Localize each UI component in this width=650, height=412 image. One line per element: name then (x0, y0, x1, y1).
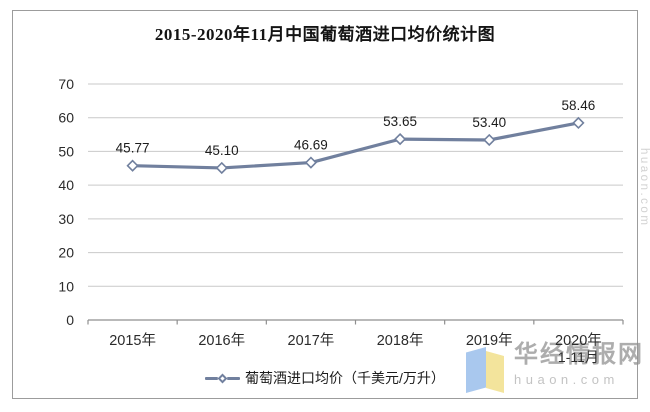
data-point-marker (304, 156, 318, 169)
watermark-logo-icon (462, 341, 510, 397)
data-point-label: 45.77 (116, 141, 150, 156)
data-point-marker (126, 159, 139, 172)
data-point-label: 45.10 (205, 143, 239, 158)
watermark-side-url: huaon.com (638, 148, 650, 228)
x-tick-label: 2015年 (109, 332, 156, 349)
y-tick-label: 10 (58, 278, 74, 294)
data-point-label: 53.40 (472, 115, 506, 130)
watermark-site-url: huaon.com (514, 372, 619, 387)
chart-frame (12, 10, 638, 399)
legend-marker-diamond-icon (217, 373, 228, 383)
y-tick-label: 60 (58, 110, 74, 126)
x-tick-label: 2018年 (377, 332, 424, 349)
x-tick-label: 2016年 (198, 332, 245, 349)
data-point-marker (215, 161, 228, 175)
watermark-brand: 华经情报网 (514, 341, 644, 368)
y-tick-label: 40 (58, 177, 74, 193)
x-tick-label: 2017年 (288, 332, 335, 349)
watermark-logo-blue-ribbon-icon (466, 347, 486, 393)
chart-title: 2015-2020年11月中国葡萄酒进口均价统计图 (154, 25, 496, 44)
y-tick-label: 70 (58, 76, 74, 92)
legend-marker-line-left-icon (205, 376, 219, 380)
legend: 葡萄酒进口均价（千美元/万升） (0, 369, 650, 387)
watermark: 华经情报网 huaon.com (462, 341, 644, 397)
legend-label: 葡萄酒进口均价（千美元/万升） (245, 370, 445, 386)
data-point-marker (483, 133, 496, 147)
data-point-marker (393, 132, 407, 146)
watermark-logo-yellow-ribbon-icon (486, 351, 504, 393)
x-tick-label: 2020年 (555, 332, 602, 349)
data-point-label: 46.69 (294, 138, 328, 153)
data-point-label: 53.65 (383, 114, 417, 129)
legend-marker-line-right-icon (227, 376, 241, 380)
y-tick-label: 20 (58, 245, 74, 261)
watermark-text: 华经情报网 huaon.com (514, 341, 644, 387)
data-point-label: 58.46 (562, 98, 596, 113)
y-tick-label: 30 (58, 211, 74, 227)
data-point-marker (572, 116, 585, 130)
y-tick-label: 50 (58, 143, 74, 159)
x-tick-label: 2019年 (466, 332, 513, 349)
series-line (132, 121, 579, 170)
x-tick-sublabel: 1-11月 (558, 349, 599, 365)
y-tick-label: 0 (66, 312, 74, 328)
